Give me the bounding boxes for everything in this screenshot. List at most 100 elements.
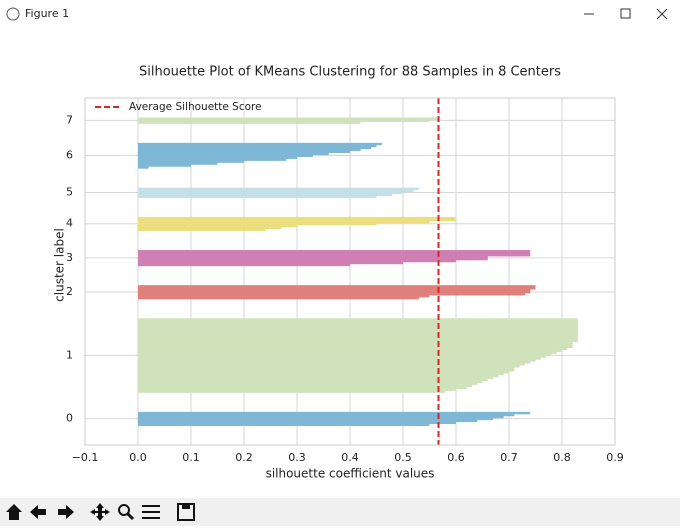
silhouette-sample	[138, 263, 350, 267]
silhouette-sample	[138, 345, 573, 349]
back-button[interactable]	[30, 505, 46, 519]
silhouette-sample	[138, 189, 414, 193]
silhouette-sample	[138, 255, 488, 259]
silhouette-sample	[138, 216, 456, 220]
silhouette-sample	[138, 166, 149, 169]
y-tick-label: 4	[66, 217, 73, 230]
zoom-handle	[126, 512, 135, 521]
silhouette-sample	[138, 367, 515, 370]
silhouette-sample	[138, 419, 478, 423]
x-tick-label: 0.2	[235, 451, 253, 464]
home-button[interactable]	[6, 504, 22, 520]
silhouette-sample	[138, 376, 494, 380]
silhouette-sample	[138, 329, 578, 333]
silhouette-sample	[138, 353, 552, 356]
silhouette-sample	[138, 384, 472, 388]
y-tick-label: 2	[66, 285, 73, 298]
silhouette-sample	[138, 363, 525, 366]
silhouette-sample	[138, 386, 467, 389]
silhouette-sample	[138, 351, 557, 354]
plot-border	[84, 97, 616, 446]
silhouette-sample	[138, 347, 568, 350]
silhouette-sample	[138, 287, 536, 290]
save-icon-part	[182, 504, 190, 509]
forward-button[interactable]	[58, 505, 74, 519]
silhouette-sample	[138, 148, 361, 152]
chart-title: Silhouette Plot of KMeans Clustering for…	[139, 65, 561, 80]
silhouette-sample	[138, 252, 531, 255]
configure-button[interactable]	[142, 505, 160, 519]
x-tick-label: 0.0	[129, 451, 147, 464]
silhouette-sample	[138, 324, 578, 327]
silhouette-sample	[138, 322, 578, 325]
window-title: Figure 1	[25, 7, 69, 20]
y-tick-label: 0	[66, 412, 73, 425]
silhouette-sample	[138, 257, 488, 261]
silhouette-sample	[138, 158, 287, 161]
silhouette-sample	[138, 146, 372, 150]
silhouette-sample	[138, 388, 456, 391]
silhouette-sample	[138, 224, 297, 228]
silhouette-sample	[138, 343, 573, 347]
silhouette-sample	[138, 164, 191, 167]
silhouette-sample	[138, 421, 456, 425]
silhouette-sample	[138, 359, 536, 362]
silhouette-sample	[138, 121, 361, 124]
silhouette-sample	[138, 191, 403, 195]
plot-area: −0.1 0.0 0.1 0.2 0.3 0.4 0.5 0.6 0.7 0.8 0.9 0 1 2 3 4 5…	[66, 97, 624, 464]
silhouette-sample	[138, 222, 377, 226]
silhouette-sample	[138, 374, 499, 378]
silhouette-sample	[138, 296, 419, 300]
y-tick-label: 6	[66, 149, 73, 162]
silhouette-sample	[138, 150, 350, 154]
x-tick-label: 0.5	[394, 451, 412, 464]
silhouette-sample	[138, 193, 393, 196]
silhouette-sample	[138, 250, 531, 253]
y-tick-label: 5	[66, 186, 73, 199]
silhouette-sample	[138, 378, 488, 382]
silhouette-sample	[138, 370, 509, 374]
silhouette-sample	[138, 326, 578, 329]
x-tick-label: 0.4	[341, 451, 359, 464]
legend-label: Average Silhouette Score	[129, 101, 262, 113]
silhouette-sample	[138, 415, 504, 419]
silhouette-sample	[138, 289, 531, 292]
y-tick-label: 3	[66, 251, 73, 264]
silhouette-sample	[138, 382, 478, 386]
silhouette-sample	[138, 285, 536, 288]
silhouette-sample	[138, 292, 525, 296]
pan-button[interactable]	[90, 503, 110, 521]
silhouette-sample	[138, 259, 456, 263]
zoom-button[interactable]	[118, 504, 130, 516]
silhouette-sample	[138, 142, 382, 146]
silhouette-sample	[138, 333, 578, 337]
silhouette-sample	[138, 423, 430, 427]
y-tick-label: 7	[66, 113, 73, 126]
y-axis-label: cluster label	[53, 228, 67, 302]
silhouette-sample	[138, 339, 578, 343]
silhouette-sample	[138, 253, 531, 257]
title-bar	[0, 0, 680, 28]
silhouette-sample	[138, 328, 578, 331]
silhouette-sample	[138, 368, 515, 372]
close-button[interactable]	[656, 8, 668, 20]
silhouette-sample	[138, 195, 377, 198]
silhouette-sample	[138, 290, 531, 294]
x-tick-label: 0.7	[500, 451, 518, 464]
silhouette-sample	[138, 162, 218, 165]
silhouette-sample	[138, 294, 430, 298]
silhouette-sample	[138, 154, 313, 157]
silhouette-sample	[138, 380, 483, 384]
app-icon	[6, 7, 20, 21]
silhouette-sample	[138, 361, 531, 364]
silhouette-sample	[138, 341, 573, 345]
silhouette-sample	[138, 160, 244, 163]
x-tick-label: 0.3	[288, 451, 306, 464]
silhouette-sample	[138, 355, 547, 358]
silhouette-sample	[138, 372, 504, 376]
x-axis-label: silhouette coefficient values	[266, 467, 435, 481]
silhouette-sample	[138, 228, 266, 232]
x-tick-label: 0.1	[182, 451, 200, 464]
maximize-button[interactable]	[620, 8, 631, 19]
